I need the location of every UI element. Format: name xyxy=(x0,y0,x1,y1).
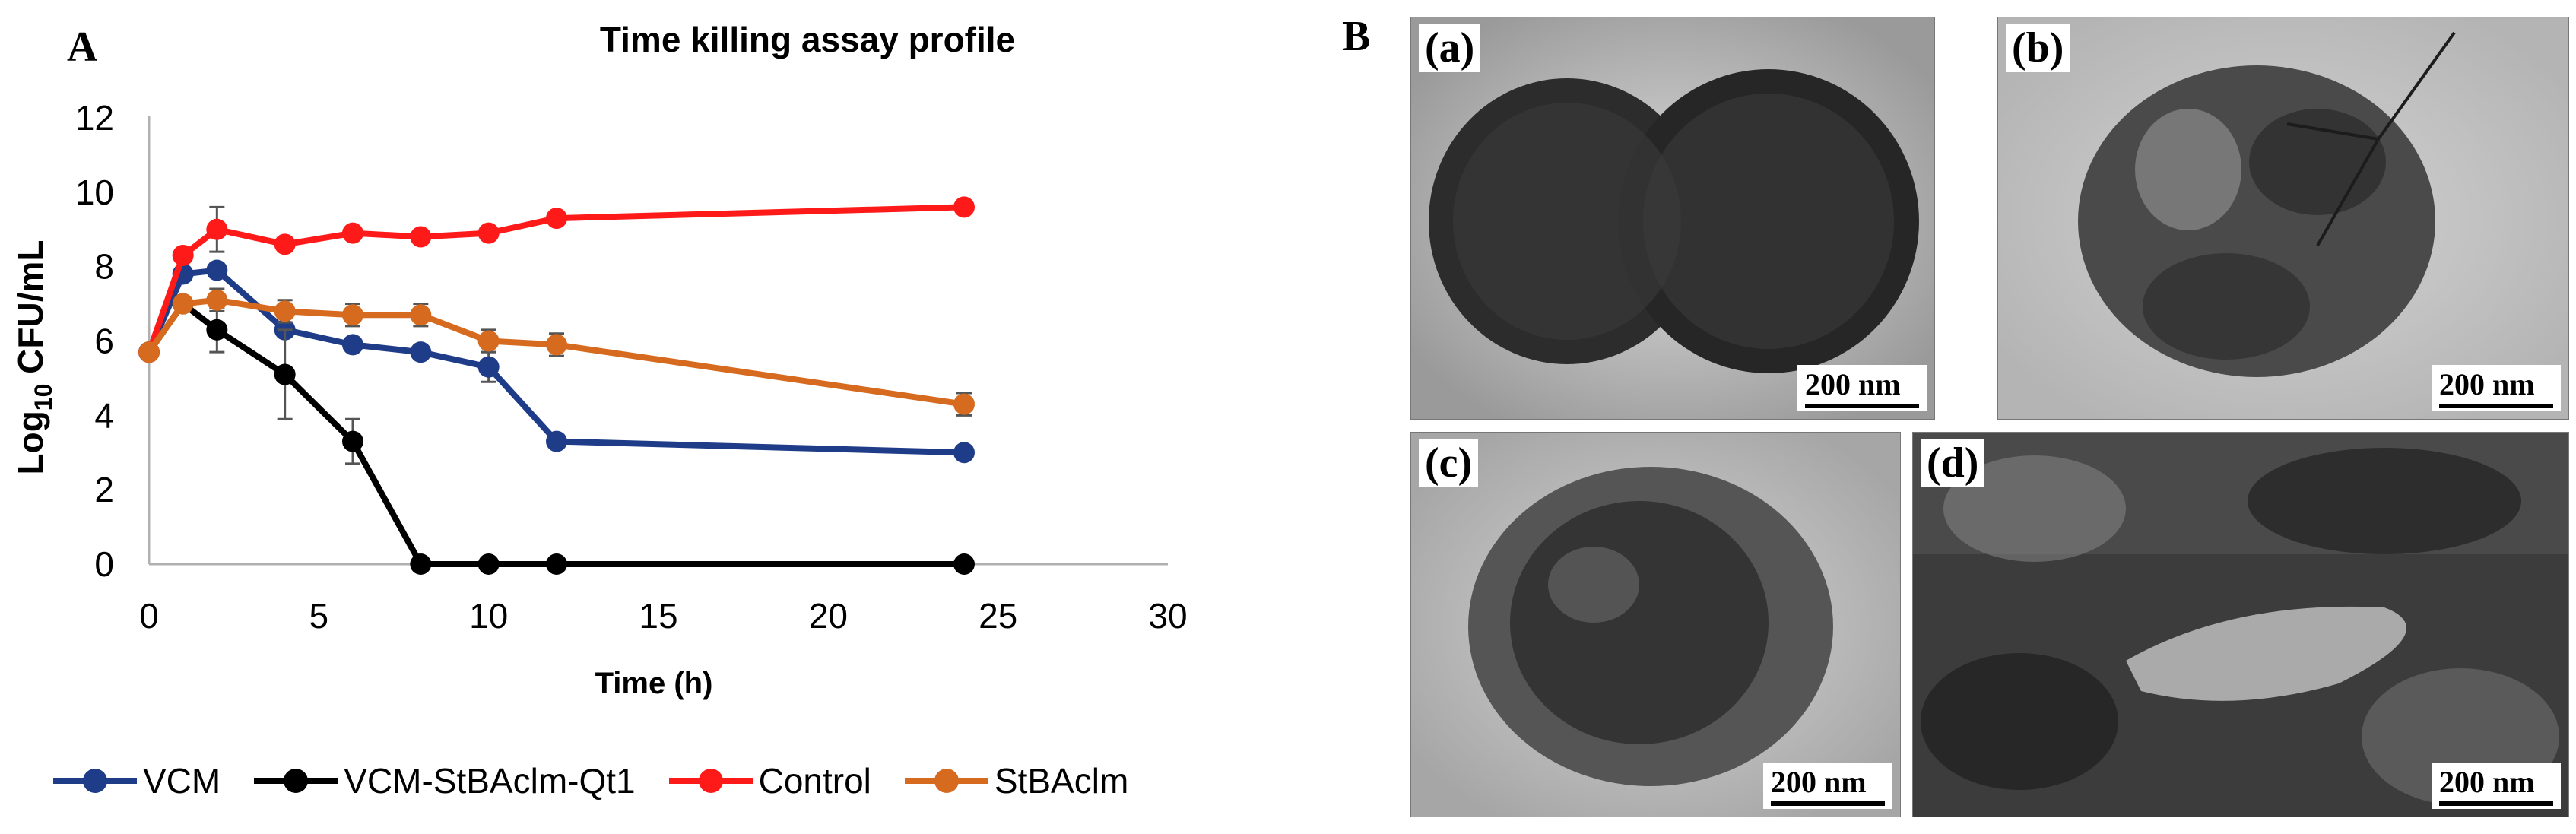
data-point xyxy=(410,226,432,248)
legend-label: Control xyxy=(758,761,871,801)
chart-axes: 0 2 4 6 8 10 12 0 5 10 15 20 25 30 xyxy=(75,98,1188,636)
legend-item: VCM xyxy=(53,760,220,801)
legend-swatch xyxy=(904,766,988,796)
legend-label: VCM xyxy=(143,761,221,801)
y-tick-label: 0 xyxy=(94,544,114,584)
tem-label-a: (a) xyxy=(1419,24,1481,72)
series-line xyxy=(146,267,965,456)
data-point xyxy=(172,293,194,315)
legend-swatch-dot xyxy=(83,769,107,793)
data-point xyxy=(206,319,228,341)
scale-bar-b-text: 200 nm xyxy=(2439,367,2535,401)
scale-bar-d-line xyxy=(2439,801,2553,806)
y-tick-label: 10 xyxy=(75,173,114,212)
y-axis-title-prefix: Log xyxy=(11,411,50,474)
data-point xyxy=(206,218,228,240)
y-tick-label: 2 xyxy=(94,470,114,509)
data-point xyxy=(477,330,500,352)
data-point xyxy=(546,430,567,452)
data-point xyxy=(410,341,432,363)
legend-label: VCM-StBAclm-Qt1 xyxy=(344,761,636,801)
data-point xyxy=(477,553,500,575)
data-point xyxy=(274,233,296,255)
tem-image-c xyxy=(1411,433,1900,817)
data-point xyxy=(138,341,160,363)
legend-swatch-dot xyxy=(698,769,723,793)
data-point xyxy=(342,222,363,244)
y-axis-title-suffix: CFU/mL xyxy=(11,240,50,384)
data-point xyxy=(953,196,975,218)
data-point xyxy=(953,553,975,575)
panel-b-letter: B xyxy=(1342,13,1371,60)
x-axis-title: Time (h) xyxy=(595,667,713,700)
tem-panel-d: (d) 200 nm xyxy=(1912,432,2569,817)
legend-swatch xyxy=(254,766,338,796)
scale-bar-d-text: 200 nm xyxy=(2439,765,2535,799)
legend-item: StBAclm xyxy=(904,760,1129,801)
legend-swatch-dot xyxy=(934,769,959,793)
tem-panel-c: (c) 200 nm xyxy=(1410,432,1901,817)
scale-bar-a: 200 nm xyxy=(1797,365,1927,411)
y-tick-label: 8 xyxy=(94,247,114,287)
tem-panel-a: (a) 200 nm xyxy=(1410,17,1935,420)
tem-image-d xyxy=(1913,433,2568,817)
data-point xyxy=(477,222,500,244)
x-tick-label: 25 xyxy=(979,596,1017,636)
data-point xyxy=(274,300,296,322)
data-point xyxy=(546,553,567,575)
y-tick-label: 4 xyxy=(94,395,114,435)
data-point xyxy=(206,289,228,311)
scale-bar-c-line xyxy=(1771,801,1885,806)
chart-legend: VCM VCM-StBAclm-Qt1 Control StBAclm xyxy=(53,760,1162,801)
data-point xyxy=(477,356,500,378)
series-StBAclm xyxy=(138,287,975,417)
legend-swatch xyxy=(53,766,137,796)
tem-image-b xyxy=(1998,17,2568,419)
scale-bar-d: 200 nm xyxy=(2432,763,2561,809)
x-tick-label: 0 xyxy=(139,596,159,636)
tem-label-c: (c) xyxy=(1419,439,1479,487)
data-point xyxy=(274,363,296,385)
data-point xyxy=(546,334,567,356)
scale-bar-c: 200 nm xyxy=(1763,763,1892,809)
x-tick-label: 30 xyxy=(1148,596,1187,636)
data-point xyxy=(410,304,432,326)
data-point xyxy=(172,244,194,266)
data-point xyxy=(342,304,363,326)
legend-item: VCM-StBAclm-Qt1 xyxy=(254,760,636,801)
x-tick-label: 10 xyxy=(469,596,508,636)
x-tick-label: 15 xyxy=(639,596,677,636)
legend-item: Control xyxy=(668,760,871,801)
data-point xyxy=(342,334,363,356)
tem-label-b: (b) xyxy=(2006,24,2070,72)
tem-panel-b: (b) 200 nm xyxy=(1997,17,2569,420)
y-axis-title-subscript: 10 xyxy=(30,384,57,411)
legend-swatch-dot xyxy=(284,769,309,793)
scale-bar-a-line xyxy=(1805,404,1919,408)
scale-bar-b: 200 nm xyxy=(2432,365,2561,411)
x-tick-label: 20 xyxy=(809,596,848,636)
data-point xyxy=(206,259,228,281)
data-point xyxy=(953,442,975,464)
data-point xyxy=(953,393,975,415)
data-point xyxy=(342,430,363,452)
data-point xyxy=(546,208,567,230)
panel-a-letter: A xyxy=(67,24,98,71)
time-kill-chart: Time killing assay profile Log10 CFU/mL … xyxy=(11,20,1188,700)
chart-series-layer xyxy=(138,196,975,575)
tem-label-d: (d) xyxy=(1921,439,1985,487)
x-tick-label: 5 xyxy=(309,596,329,636)
chart-title: Time killing assay profile xyxy=(600,20,1015,59)
legend-label: StBAclm xyxy=(994,761,1129,801)
y-axis-title: Log10 CFU/mL xyxy=(11,240,57,475)
scale-bar-c-text: 200 nm xyxy=(1771,765,1867,799)
y-tick-label: 12 xyxy=(75,98,114,138)
data-point xyxy=(410,553,432,575)
scale-bar-a-text: 200 nm xyxy=(1805,367,1901,401)
y-tick-label: 6 xyxy=(94,322,114,361)
series-Control xyxy=(138,196,975,363)
tem-image-a xyxy=(1411,17,1934,419)
scale-bar-b-line xyxy=(2439,404,2553,408)
legend-swatch xyxy=(668,766,753,796)
